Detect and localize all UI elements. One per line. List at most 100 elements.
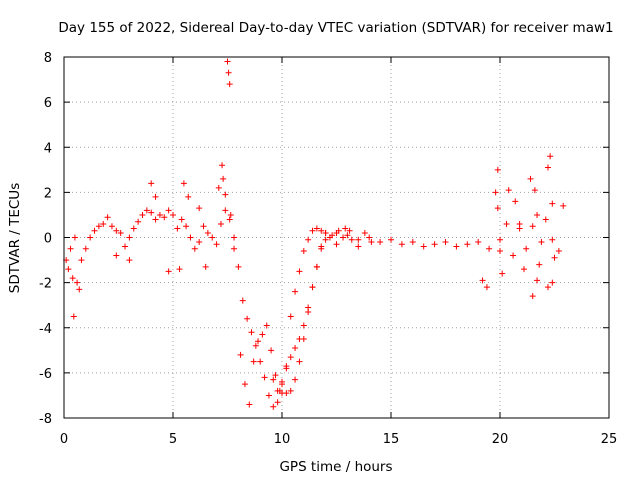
- data-point: [170, 211, 176, 218]
- data-point: [494, 166, 501, 173]
- data-point: [475, 239, 482, 246]
- data-point: [263, 322, 270, 329]
- data-point: [250, 358, 257, 365]
- data-point: [213, 241, 220, 248]
- y-tick-label: 4: [44, 141, 52, 156]
- data-point: [69, 275, 76, 282]
- data-point: [126, 257, 133, 264]
- data-point: [409, 239, 416, 246]
- data-point: [252, 342, 259, 349]
- y-tick-label: -8: [39, 412, 52, 427]
- y-tick-label: -2: [39, 277, 52, 292]
- data-point: [497, 248, 503, 255]
- data-point: [152, 193, 159, 200]
- x-tick-label: 20: [492, 432, 509, 447]
- data-point: [529, 293, 536, 300]
- data-point: [82, 245, 89, 252]
- data-point: [161, 214, 168, 221]
- data-point: [503, 220, 510, 227]
- data-point: [499, 270, 506, 277]
- data-point: [313, 263, 320, 270]
- data-point: [366, 234, 373, 241]
- data-point: [464, 241, 471, 248]
- data-point: [152, 216, 159, 223]
- data-point: [300, 248, 307, 255]
- data-point: [244, 315, 251, 322]
- x-tick-label: 5: [169, 432, 177, 447]
- data-point: [231, 245, 238, 252]
- data-point: [538, 239, 545, 246]
- data-point: [340, 234, 347, 241]
- data-point: [148, 180, 155, 187]
- data-point: [196, 239, 203, 246]
- data-point: [117, 229, 124, 236]
- data-point: [259, 331, 266, 338]
- data-point: [479, 277, 486, 284]
- data-point: [300, 322, 307, 329]
- data-point: [296, 358, 303, 365]
- data-point: [483, 284, 490, 291]
- data-point: [200, 223, 207, 230]
- data-point: [368, 239, 375, 246]
- data-point: [287, 354, 294, 361]
- data-point: [296, 336, 303, 343]
- y-tick-label: -6: [39, 367, 52, 382]
- data-point: [235, 263, 242, 270]
- data-point: [377, 239, 384, 246]
- data-point: [176, 266, 183, 273]
- data-point: [398, 241, 405, 248]
- data-point: [135, 218, 142, 225]
- data-point: [283, 365, 290, 372]
- data-point: [322, 236, 329, 243]
- data-point: [130, 225, 137, 232]
- data-point: [270, 403, 277, 410]
- data-point: [355, 236, 362, 243]
- data-point: [78, 257, 85, 264]
- data-point: [520, 266, 527, 273]
- data-point: [227, 211, 234, 218]
- data-point: [65, 266, 72, 273]
- data-point: [67, 245, 74, 252]
- data-point: [71, 234, 78, 241]
- data-point: [549, 279, 556, 286]
- data-point: [342, 225, 349, 232]
- x-axis-label: GPS time / hours: [279, 459, 392, 475]
- data-point: [74, 279, 81, 286]
- data-point: [100, 220, 107, 227]
- data-point: [148, 209, 155, 216]
- data-point: [512, 198, 519, 205]
- data-point: [492, 189, 499, 196]
- data-point: [486, 245, 493, 252]
- data-point: [494, 205, 501, 212]
- data-point: [226, 216, 233, 223]
- data-point: [204, 229, 211, 236]
- data-point: [292, 345, 299, 352]
- data-point: [547, 153, 554, 160]
- data-point: [361, 229, 368, 236]
- data-point: [355, 243, 362, 250]
- data-point: [542, 216, 549, 223]
- data-point: [225, 69, 232, 76]
- data-point: [246, 401, 253, 408]
- data-point: [239, 297, 246, 304]
- data-point: [187, 234, 194, 241]
- x-tick-label: 0: [60, 432, 68, 447]
- data-point: [108, 223, 115, 230]
- y-tick-label: 0: [44, 232, 52, 247]
- data-point: [333, 241, 340, 248]
- data-point: [309, 227, 316, 234]
- data-point: [346, 227, 353, 234]
- data-point: [274, 399, 281, 406]
- data-point: [555, 248, 562, 255]
- data-point: [178, 216, 185, 223]
- data-point: [180, 180, 187, 187]
- data-point: [523, 245, 530, 252]
- data-point: [265, 392, 272, 399]
- x-tick-label: 10: [274, 432, 291, 447]
- data-point: [453, 243, 460, 250]
- axis-ticks: 0 5 10 15 20 25 -8 -6 -4 -2 0 2 4 6 8: [39, 51, 617, 447]
- data-point: [76, 286, 83, 293]
- data-point: [104, 214, 111, 221]
- x-tick-label: 25: [601, 432, 618, 447]
- data-point: [549, 236, 556, 243]
